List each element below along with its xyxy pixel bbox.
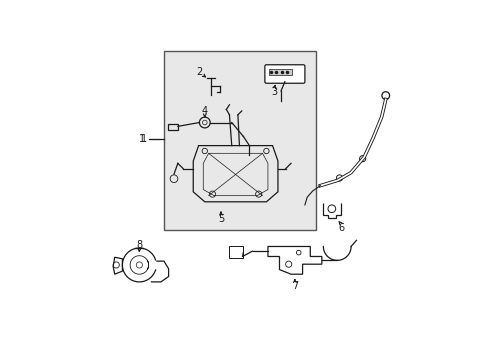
Text: 4: 4: [202, 106, 207, 116]
Bar: [268, 69, 291, 75]
FancyBboxPatch shape: [264, 65, 305, 83]
Bar: [163, 51, 316, 230]
Text: 8: 8: [136, 240, 142, 250]
Text: 1: 1: [141, 134, 147, 144]
Text: 2: 2: [196, 67, 202, 77]
Text: 1: 1: [139, 134, 145, 144]
Text: 3: 3: [270, 87, 277, 97]
Text: 7: 7: [291, 281, 297, 291]
Bar: [229, 247, 243, 258]
Text: 6: 6: [338, 223, 344, 233]
Text: 5: 5: [217, 214, 224, 224]
